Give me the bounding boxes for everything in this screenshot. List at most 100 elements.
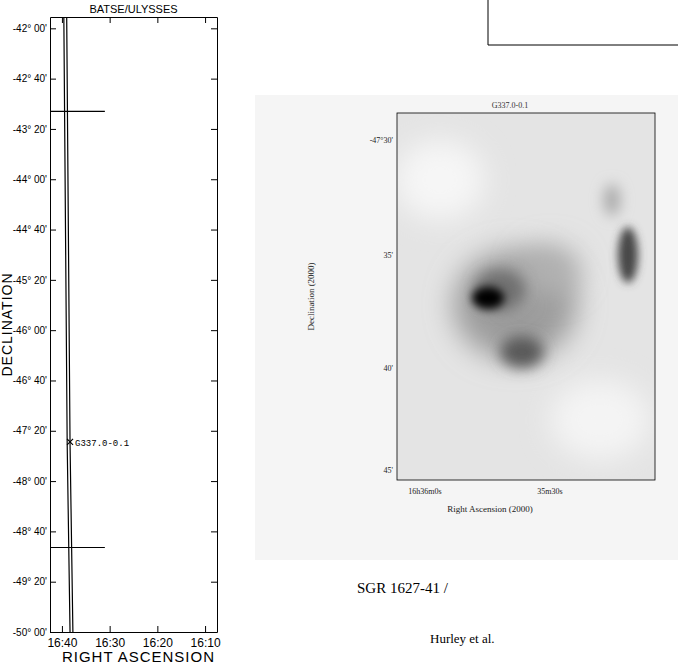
tick: -42° 40': [13, 73, 56, 84]
tick: -48° 40': [13, 526, 56, 537]
tick-mark: [50, 28, 56, 29]
tick: [211, 431, 217, 432]
tick-label: -46° 40': [13, 375, 47, 386]
marker: [67, 439, 73, 445]
axis: [51, 17, 218, 23]
tick-mark: [205, 626, 206, 632]
tick-label: 45': [384, 466, 394, 475]
tick-mark: [211, 431, 217, 432]
caption: Hurley et al.: [430, 631, 495, 646]
emission: [520, 245, 580, 295]
tick: [211, 330, 217, 331]
caption: SGR 1627-41 /: [357, 580, 449, 596]
tick-mark: [50, 531, 56, 532]
tick-mark: [110, 626, 111, 632]
tick-label: 35m30s: [537, 487, 562, 496]
tick: 16:30: [95, 626, 125, 650]
tick: -46° 00': [13, 325, 56, 336]
tick-label: -50° 00': [13, 627, 47, 638]
tick-mark: [211, 481, 217, 482]
tick-mark: [110, 17, 111, 23]
tick-label: -45° 20': [13, 275, 47, 286]
tick-mark: [50, 380, 56, 381]
tick: [211, 79, 217, 80]
tick-mark: [211, 330, 217, 331]
tick: [205, 17, 206, 23]
tick: 16:20: [143, 626, 173, 650]
tick-mark: [211, 531, 217, 532]
tick: -42° 00': [13, 23, 56, 34]
tick-mark: [62, 17, 63, 23]
tick-mark: [211, 28, 217, 29]
tick: [62, 17, 63, 23]
tick: [211, 129, 217, 130]
emission: [397, 140, 485, 220]
axis-line: [217, 18, 218, 633]
emission: [550, 380, 650, 460]
tick-label: -44° 00': [13, 174, 47, 185]
tick-mark: [211, 79, 217, 80]
tick: 16:10: [191, 626, 221, 650]
tick-mark: [50, 230, 56, 231]
tick-label: -44° 40': [13, 224, 47, 235]
axis: [211, 18, 218, 633]
tick: [211, 380, 217, 381]
axis: -42° 00' -42° 40' -43° 20' -44° 00' -44° 40'…: [13, 18, 56, 638]
tick-label: -42° 00': [13, 23, 47, 34]
tick: [157, 17, 158, 23]
tick-mark: [157, 17, 158, 23]
tick: [211, 481, 217, 482]
tick-mark: [211, 380, 217, 381]
annotation: G337.0-0.1: [75, 439, 129, 449]
tick-mark: [50, 431, 56, 432]
tick: [110, 17, 111, 23]
tick: -46° 40': [13, 375, 56, 386]
tick-mark: [50, 179, 56, 180]
line: [50, 111, 105, 112]
tick: [211, 28, 217, 29]
inset: G337.0-0.1Declination (2000)Right Ascens…: [255, 95, 678, 560]
tick-mark: [211, 129, 217, 130]
axis-line: [51, 17, 218, 18]
tick-label: 35': [384, 251, 394, 260]
tick-label: -47° 20': [13, 425, 47, 436]
emission: [472, 287, 504, 309]
radio-image: [397, 113, 655, 480]
tick-label: -42° 40': [13, 73, 47, 84]
tick: -47° 20': [13, 425, 56, 436]
tick: -49° 20': [13, 576, 56, 587]
tick-label: -46° 00': [13, 325, 47, 336]
tick-label: -49° 20': [13, 576, 47, 587]
tick-label: -47°30': [370, 136, 394, 145]
tick-mark: [50, 582, 56, 583]
tick: -48° 00': [13, 476, 56, 487]
axis-line: [51, 632, 218, 633]
tick-mark: [50, 481, 56, 482]
axis-title: DECLINATION: [0, 272, 15, 376]
tick-mark: [157, 626, 158, 632]
tick-label: -48° 00': [13, 476, 47, 487]
figure: -42° 00' -42° 40' -43° 20' -44° 00' -44° 40'…: [0, 0, 678, 666]
tick-label: 16h36m0s: [408, 487, 441, 496]
tick: -44° 40': [13, 224, 56, 235]
image-frame: [397, 113, 655, 480]
tick-label: -43° 20': [13, 124, 47, 135]
tick: -44° 00': [13, 174, 56, 185]
emission: [604, 184, 620, 216]
box-outline: [488, 0, 678, 45]
tick-mark: [50, 129, 56, 130]
tick-mark: [211, 230, 217, 231]
line: [67, 17, 73, 632]
tick-label: 40': [384, 364, 394, 373]
axis-title: RIGHT ASCENSION: [62, 648, 215, 665]
tick-mark: [50, 280, 56, 281]
tick: [211, 280, 217, 281]
axis-title: Declination (2000): [306, 262, 316, 330]
inset-background: [255, 95, 678, 560]
tick-mark: [205, 17, 206, 23]
tick-mark: [50, 79, 56, 80]
inset-title: G337.0-0.1: [492, 101, 528, 110]
tick-label: -48° 40': [13, 526, 47, 537]
axis-line: [50, 18, 51, 633]
line: [50, 547, 105, 548]
